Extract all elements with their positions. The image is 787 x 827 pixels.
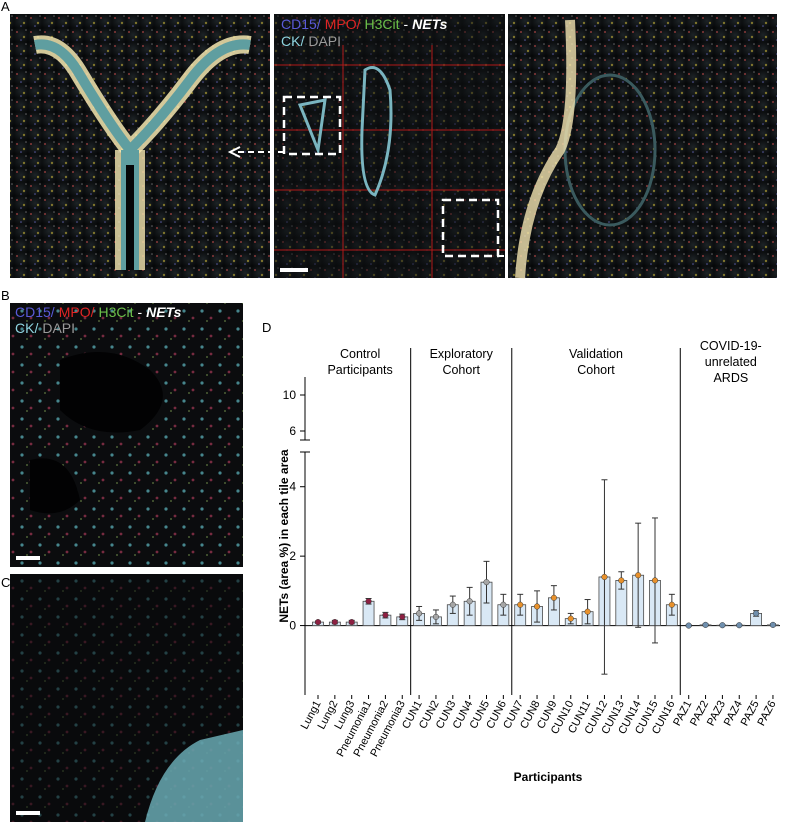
stain-name: - (137, 304, 142, 320)
x-axis-label: Participants (514, 770, 583, 784)
stain-name: CK/ (15, 320, 38, 336)
stain-line: CD15/MPO/H3Cit-NETs (281, 16, 448, 32)
mean-point (635, 572, 641, 578)
y-tick-label: 10 (283, 388, 297, 402)
mean-point (669, 602, 675, 608)
y-axis-label: NETs (area %) in each tile area (277, 449, 291, 623)
stain-name: - (403, 16, 408, 32)
stain-name: NETs (412, 16, 447, 32)
mean-point (602, 574, 608, 580)
stain-name: CK/ (281, 33, 304, 49)
mean-point (652, 578, 658, 584)
panel-label: C (1, 575, 10, 590)
mean-point (450, 602, 456, 608)
bar (363, 601, 374, 625)
mean-point (619, 578, 625, 584)
group-label: Cohort (577, 363, 615, 377)
y-tick-label: 6 (289, 424, 296, 438)
group-label: Participants (327, 363, 392, 377)
mean-point (399, 614, 405, 620)
mean-point (686, 623, 692, 629)
scale-bar (16, 811, 40, 815)
mean-point (551, 595, 557, 601)
mean-point (501, 602, 507, 608)
mean-point (585, 609, 591, 615)
stain-name: MPO/ (325, 16, 361, 32)
mean-point (349, 619, 355, 625)
mean-point (703, 622, 709, 628)
mean-point (383, 612, 389, 618)
mean-point (416, 611, 422, 617)
group-label: Validation (569, 347, 623, 361)
mean-point (467, 598, 473, 604)
mean-point (433, 614, 439, 620)
mean-point (568, 616, 574, 622)
stain-name: DAPI (42, 320, 75, 336)
stain-name: MPO/ (59, 304, 95, 320)
stain-name: DAPI (308, 33, 341, 49)
mean-point (366, 598, 372, 604)
mean-point (753, 611, 759, 617)
panel-label: A (1, 0, 10, 14)
stain-line: CK/DAPI (281, 33, 341, 49)
group-label: COVID-19- (700, 339, 762, 353)
mean-point (315, 619, 321, 625)
scale-bar (16, 556, 40, 560)
mean-point (534, 604, 540, 610)
mean-point (517, 602, 523, 608)
mean-point (770, 622, 776, 628)
stain-name: CD15/ (15, 304, 55, 320)
stain-name: H3Cit (98, 304, 133, 320)
scale-bar (280, 268, 308, 272)
group-label: ARDS (713, 371, 748, 385)
stain-name: CD15/ (281, 16, 321, 32)
group-label: Exploratory (430, 347, 494, 361)
panel-label: B (1, 288, 10, 303)
stain-name: NETs (146, 304, 181, 320)
mean-point (484, 579, 490, 585)
mean-point (332, 619, 338, 625)
image-a-right (508, 14, 777, 278)
panel-label: D (262, 320, 271, 335)
group-label: unrelated (705, 355, 757, 369)
mean-point (720, 622, 726, 628)
mean-point (736, 622, 742, 628)
image-b (10, 303, 243, 567)
group-label: Cohort (442, 363, 480, 377)
stain-line: CD15/MPO/H3Cit-NETs (15, 304, 182, 320)
stain-line: CK/DAPI (15, 320, 75, 336)
group-label: Control (340, 347, 380, 361)
stain-name: H3Cit (364, 16, 399, 32)
